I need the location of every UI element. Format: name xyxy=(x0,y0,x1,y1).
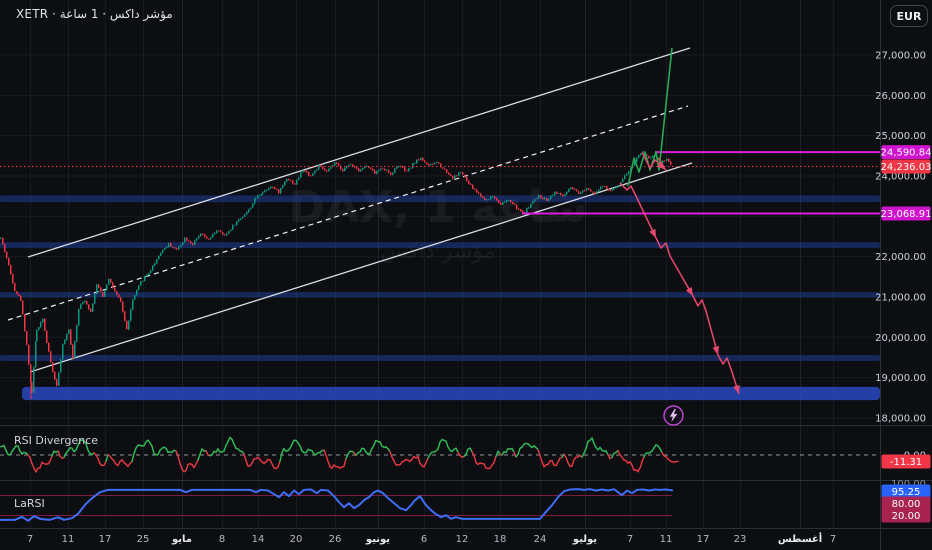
time-label[interactable]: 17 xyxy=(697,534,710,545)
time-label[interactable]: 25 xyxy=(137,534,150,545)
time-label[interactable]: 24 xyxy=(534,534,547,545)
larsi-lower-band-badge-bg xyxy=(881,508,931,523)
price-badge: 23,068.91 xyxy=(881,209,932,220)
channel-lower-line xyxy=(29,162,693,373)
price-badge: 24,236.03 xyxy=(881,162,932,173)
time-label[interactable]: 11 xyxy=(660,534,673,545)
price-tick-label: 26,000.00 xyxy=(875,91,926,102)
time-label-month[interactable]: مايو xyxy=(171,534,192,545)
time-label[interactable]: 7 xyxy=(27,534,33,545)
time-label[interactable]: 7 xyxy=(627,534,633,545)
indicator-panes xyxy=(0,436,880,522)
time-label[interactable]: 6 xyxy=(421,534,427,545)
support-zone xyxy=(0,355,880,362)
price-badge-bg xyxy=(881,159,931,174)
larsi-lower-band-badge: 20.00 xyxy=(892,511,921,522)
larsi-pane-title[interactable]: LaRSI xyxy=(14,497,45,510)
time-label[interactable]: 17 xyxy=(99,534,112,545)
symbol-title[interactable]: مؤشر داكس · 1 ساعة · XETR xyxy=(16,7,173,21)
larsi-upper-band-badge: 80.00 xyxy=(892,499,921,510)
time-label[interactable]: 8 xyxy=(219,534,225,545)
time-label-month[interactable]: يوليو xyxy=(572,534,597,545)
price-badge: 24,590.84 xyxy=(881,148,932,159)
time-label[interactable]: 18 xyxy=(494,534,507,545)
time-label[interactable]: 23 xyxy=(734,534,747,545)
larsi-value-badge: 95.25 xyxy=(892,487,921,498)
price-tick-label: 19,000.00 xyxy=(875,373,926,384)
rsi-pane-title[interactable]: RSI Divergence xyxy=(14,434,99,447)
time-label[interactable]: 20 xyxy=(290,534,303,545)
main-price-pane xyxy=(0,47,880,401)
channel-middle-dashed-line xyxy=(7,105,689,321)
candlestick-series xyxy=(0,150,672,399)
price-tick-label: 24,000.00 xyxy=(875,171,926,182)
time-label[interactable]: 11 xyxy=(62,534,75,545)
time-label[interactable]: 7 xyxy=(830,534,836,545)
currency-button[interactable]: EUR xyxy=(890,5,928,27)
support-zone xyxy=(0,195,880,203)
rsi-divergence-series xyxy=(0,436,679,473)
price-tick-label: 18,000.00 xyxy=(875,413,926,424)
time-label-month[interactable]: أغسطس xyxy=(778,532,822,545)
rsi-value-badge-bg xyxy=(881,454,931,469)
time-label[interactable]: 14 xyxy=(252,534,265,545)
price-tick-label: 27,000.00 xyxy=(875,51,926,62)
bearish-projection-arrow xyxy=(619,182,740,395)
price-tick-label: 20,000.00 xyxy=(875,333,926,344)
rsi-value-badge: -11.31 xyxy=(890,457,922,468)
larsi-upper-band-badge-bg xyxy=(881,496,931,511)
support-zone xyxy=(22,386,880,401)
price-badge-bg xyxy=(881,145,931,160)
lightning-badge[interactable] xyxy=(662,404,685,427)
lightning-icon xyxy=(663,405,684,426)
price-badge-bg xyxy=(881,206,931,221)
time-label[interactable]: 26 xyxy=(329,534,342,545)
watermark-symbol: DAX, 1 ساعة xyxy=(289,182,588,233)
larsi-line xyxy=(0,488,673,522)
price-tick-label: 25,000.00 xyxy=(875,131,926,142)
support-zone xyxy=(0,292,880,298)
time-label[interactable]: 12 xyxy=(456,534,469,545)
larsi-value-badge-bg xyxy=(881,484,931,499)
channel-upper-line xyxy=(27,47,691,258)
price-tick-label: 21,000.00 xyxy=(875,292,926,303)
grid-lines xyxy=(0,0,880,528)
time-label-month[interactable]: يونيو xyxy=(365,534,390,545)
price-tick-label: 22,000.00 xyxy=(875,252,926,263)
